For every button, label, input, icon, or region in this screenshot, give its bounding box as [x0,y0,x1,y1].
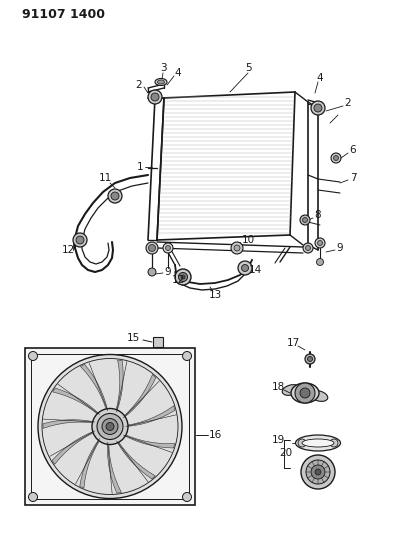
Polygon shape [53,388,99,415]
Circle shape [175,269,191,285]
Polygon shape [80,365,108,411]
Circle shape [183,492,192,502]
Circle shape [298,439,306,447]
Polygon shape [126,406,175,426]
Text: 6: 6 [350,145,356,155]
Ellipse shape [302,439,334,447]
Text: 13: 13 [208,290,222,300]
Bar [25,348,195,505]
Ellipse shape [155,78,167,85]
Circle shape [231,242,243,254]
Polygon shape [117,441,155,479]
Text: 91107 1400: 91107 1400 [22,7,105,20]
Circle shape [151,93,159,101]
Text: 9: 9 [337,243,343,253]
Circle shape [301,455,335,489]
Circle shape [238,261,252,275]
Text: 14: 14 [248,265,262,275]
Circle shape [318,240,322,246]
Circle shape [76,236,84,244]
Text: 20: 20 [280,448,293,458]
Circle shape [179,272,187,281]
Text: 8: 8 [315,210,321,220]
Circle shape [183,351,192,360]
Circle shape [295,383,315,403]
Circle shape [305,246,310,251]
Ellipse shape [282,385,300,395]
Circle shape [311,101,325,115]
Circle shape [92,408,128,445]
Text: 1: 1 [137,162,143,172]
Polygon shape [80,439,101,488]
Circle shape [316,259,324,265]
Circle shape [308,357,312,361]
Ellipse shape [291,383,319,403]
Circle shape [306,460,330,484]
Circle shape [148,245,156,252]
Circle shape [330,439,338,447]
Circle shape [331,153,341,163]
Text: 12: 12 [171,275,185,285]
Circle shape [29,351,38,360]
Polygon shape [123,375,156,418]
Polygon shape [52,431,95,464]
Ellipse shape [158,80,164,84]
Text: 4: 4 [175,68,181,78]
Bar [153,337,163,347]
Circle shape [305,354,315,364]
Circle shape [73,233,87,247]
Circle shape [166,246,171,251]
Ellipse shape [295,435,341,451]
Circle shape [111,192,119,200]
Text: 19: 19 [271,435,285,445]
Circle shape [102,418,118,434]
Circle shape [300,388,310,398]
Circle shape [314,104,322,112]
Text: 10: 10 [242,235,255,245]
Text: 9: 9 [165,267,171,277]
Text: 15: 15 [126,333,140,343]
Circle shape [29,492,38,502]
Text: 12: 12 [61,245,74,255]
Circle shape [315,469,321,475]
Circle shape [333,156,339,160]
Text: 5: 5 [245,63,251,73]
Text: 4: 4 [317,73,323,83]
Text: 16: 16 [208,430,222,440]
Circle shape [181,275,185,279]
Bar [31,354,189,499]
Text: 18: 18 [271,382,285,392]
Text: 11: 11 [98,173,112,183]
Circle shape [148,268,156,276]
Circle shape [148,90,162,104]
Circle shape [311,465,325,479]
Circle shape [106,423,114,431]
Circle shape [303,243,313,253]
Text: 3: 3 [160,63,166,73]
Circle shape [242,264,249,271]
Text: 2: 2 [136,80,142,90]
Polygon shape [116,360,123,412]
Circle shape [97,414,123,440]
Circle shape [300,215,310,225]
Circle shape [303,217,308,222]
Ellipse shape [310,391,328,401]
Circle shape [234,245,240,251]
Polygon shape [107,442,122,493]
Circle shape [108,189,122,203]
Polygon shape [43,419,95,429]
Circle shape [146,242,158,254]
Circle shape [163,243,173,253]
Circle shape [315,238,325,248]
Circle shape [38,354,182,498]
Polygon shape [124,434,175,448]
Text: 17: 17 [286,338,300,348]
Text: 2: 2 [345,98,351,108]
Text: 7: 7 [350,173,356,183]
